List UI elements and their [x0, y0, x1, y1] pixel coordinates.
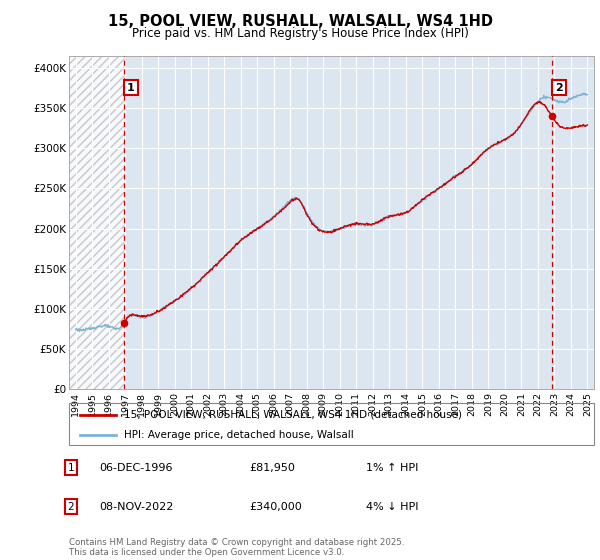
- Text: HPI: Average price, detached house, Walsall: HPI: Average price, detached house, Wals…: [124, 430, 354, 440]
- Text: 1: 1: [127, 83, 135, 92]
- Text: 15, POOL VIEW, RUSHALL, WALSALL, WS4 1HD: 15, POOL VIEW, RUSHALL, WALSALL, WS4 1HD: [107, 14, 493, 29]
- Bar: [69, 56, 124, 389]
- Text: £81,950: £81,950: [249, 463, 295, 473]
- Text: Contains HM Land Registry data © Crown copyright and database right 2025.
This d: Contains HM Land Registry data © Crown c…: [69, 538, 404, 557]
- Text: 06-DEC-1996: 06-DEC-1996: [99, 463, 173, 473]
- Text: 08-NOV-2022: 08-NOV-2022: [99, 502, 173, 512]
- Text: £340,000: £340,000: [249, 502, 302, 512]
- Text: 15, POOL VIEW, RUSHALL, WALSALL, WS4 1HD (detached house): 15, POOL VIEW, RUSHALL, WALSALL, WS4 1HD…: [124, 410, 462, 420]
- Text: 1: 1: [67, 463, 74, 473]
- Text: 4% ↓ HPI: 4% ↓ HPI: [366, 502, 419, 512]
- Text: 1% ↑ HPI: 1% ↑ HPI: [366, 463, 418, 473]
- Text: Price paid vs. HM Land Registry's House Price Index (HPI): Price paid vs. HM Land Registry's House …: [131, 27, 469, 40]
- Text: 2: 2: [67, 502, 74, 512]
- Text: 2: 2: [555, 83, 563, 92]
